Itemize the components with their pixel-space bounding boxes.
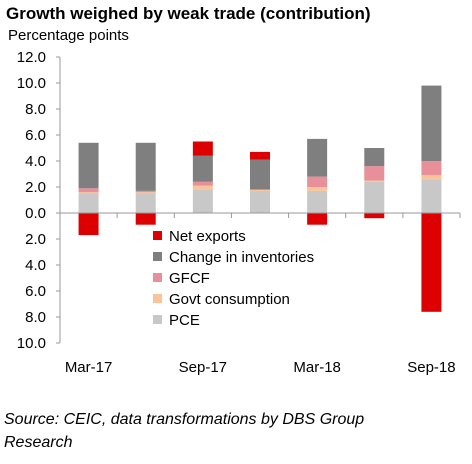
bar-segment-change-in-inventories-mar-18 bbox=[307, 138, 328, 177]
bar-segment-gfcf-mar-17 bbox=[78, 188, 99, 193]
legend-swatch-change-in-inventories bbox=[153, 252, 162, 261]
bar-segment-pce-sep-17 bbox=[192, 189, 213, 213]
stacked-bar-chart: 12.010.08.06.04.02.00.02.04.06.08.010.0 … bbox=[17, 49, 461, 376]
bar-segment-gfcf-mar-18 bbox=[307, 176, 328, 187]
y-tick-label: 12.0 bbox=[17, 49, 46, 66]
y-tick-label: 6.0 bbox=[25, 127, 46, 144]
x-tick-label: Sep-17 bbox=[179, 359, 227, 376]
bar-segment-pce-jun-17 bbox=[135, 193, 156, 213]
x-tick-label: Mar-17 bbox=[65, 359, 113, 376]
bar-segment-net-exports-jun-18 bbox=[364, 213, 385, 219]
bars bbox=[78, 85, 442, 312]
y-tick-label: 0.0 bbox=[25, 205, 46, 222]
legend-swatch-net-exports bbox=[153, 231, 162, 240]
bar-segment-gfcf-sep-17 bbox=[192, 181, 213, 186]
unit-label: Percentage points bbox=[8, 27, 129, 44]
bar-segment-change-in-inventories-dec-17 bbox=[250, 159, 270, 190]
bar-segment-govt-consumption-dec-17 bbox=[250, 189, 270, 191]
chart-title: Growth weighed by weak trade (contributi… bbox=[6, 4, 371, 23]
bar-segment-pce-jun-18 bbox=[364, 181, 385, 213]
bar-segment-change-in-inventories-jun-17 bbox=[135, 142, 156, 191]
bar-segment-change-in-inventories-jun-18 bbox=[364, 148, 385, 167]
bar-segment-gfcf-sep-18 bbox=[421, 161, 442, 176]
bar-segment-govt-consumption-mar-17 bbox=[78, 192, 99, 194]
y-tick-label: 2.0 bbox=[25, 231, 46, 248]
bar-segment-pce-mar-18 bbox=[307, 190, 328, 213]
bar-segment-pce-sep-18 bbox=[421, 179, 442, 213]
bar-segment-govt-consumption-sep-18 bbox=[421, 175, 442, 180]
legend-swatch-pce bbox=[153, 315, 162, 324]
y-tick-label: 8.0 bbox=[25, 101, 46, 118]
bar-segment-change-in-inventories-mar-17 bbox=[78, 142, 99, 189]
bar-segment-pce-mar-17 bbox=[78, 193, 99, 213]
y-tick-label: 2.0 bbox=[25, 179, 46, 196]
legend-label-pce: PCE bbox=[169, 312, 200, 329]
y-tick-label: 8.0 bbox=[25, 309, 46, 326]
legend-label-gfcf: GFCF bbox=[169, 270, 210, 287]
bar-segment-govt-consumption-jun-17 bbox=[135, 192, 156, 194]
y-tick-label: 10.0 bbox=[17, 75, 46, 92]
legend: Net exports Change in inventories GFCF Govt… bbox=[153, 228, 314, 329]
legend-label-change-in-inventories: Change in inventories bbox=[169, 249, 314, 266]
x-tick-label: Sep-18 bbox=[407, 359, 455, 376]
y-axis: 12.0 10.0 8.0 6.0 4.0 2.0 0.0 2.0 4.0 6.0 8.0 10.0 bbox=[17, 49, 61, 352]
y-tick-label: 6.0 bbox=[25, 283, 46, 300]
bar-segment-gfcf-jun-17 bbox=[135, 190, 156, 193]
bar-segment-change-in-inventories-sep-17 bbox=[192, 155, 213, 182]
x-tick-label: Mar-18 bbox=[293, 359, 341, 376]
bar-segment-change-in-inventories-sep-18 bbox=[421, 85, 442, 161]
y-tick-label: 10.0 bbox=[17, 335, 46, 352]
bar-segment-pce-dec-17 bbox=[250, 190, 270, 213]
legend-label-govt-consumption: Govt consumption bbox=[169, 291, 290, 308]
bar-segment-net-exports-sep-17 bbox=[192, 141, 213, 156]
bar-segment-net-exports-mar-18 bbox=[307, 213, 328, 225]
source-note: Source: CEIC, data transformations by DB… bbox=[4, 411, 365, 428]
y-tick-label: 4.0 bbox=[25, 153, 46, 170]
legend-swatch-gfcf bbox=[153, 273, 162, 282]
bar-segment-net-exports-jun-17 bbox=[135, 213, 156, 225]
legend-label-net-exports: Net exports bbox=[169, 228, 246, 245]
x-axis: Mar-17 Sep-17 Mar-18 Sep-18 bbox=[59, 212, 461, 376]
bar-segment-net-exports-sep-18 bbox=[421, 213, 442, 312]
bar-segment-govt-consumption-jun-18 bbox=[364, 180, 385, 182]
source-note-continued: Research bbox=[4, 434, 73, 451]
bar-segment-govt-consumption-mar-18 bbox=[307, 187, 328, 191]
y-tick-label: 4.0 bbox=[25, 257, 46, 274]
legend-swatch-govt-consumption bbox=[153, 294, 162, 303]
bar-segment-gfcf-jun-18 bbox=[364, 166, 385, 181]
bar-segment-net-exports-mar-17 bbox=[78, 213, 99, 236]
bar-segment-net-exports-dec-17 bbox=[250, 151, 270, 160]
bar-segment-govt-consumption-sep-17 bbox=[192, 185, 213, 190]
